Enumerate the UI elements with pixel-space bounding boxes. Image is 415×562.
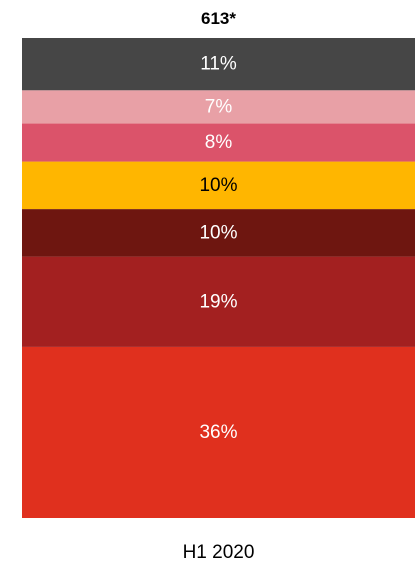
data-label-3: 10% (199, 175, 237, 196)
data-label-4: 8% (205, 132, 233, 153)
bar-segment-3 (22, 161, 415, 210)
data-label-0: 36% (199, 422, 237, 443)
bar-segment-1 (22, 256, 415, 347)
data-label-5: 7% (205, 96, 233, 117)
bar-segment-5 (22, 90, 415, 124)
data-label-2: 10% (199, 222, 237, 243)
bar-segment-0 (22, 346, 415, 518)
bar-total-label: 613* (201, 9, 236, 28)
data-label-1: 19% (199, 291, 237, 312)
bar-stack (22, 38, 415, 518)
bar-segment-4 (22, 123, 415, 162)
segment-labels: 36% 19% 10% 10% 8% 7% 11% (199, 54, 237, 443)
data-label-6: 11% (200, 54, 237, 75)
bar-segment-2 (22, 209, 415, 257)
bar-segment-6 (22, 38, 415, 91)
x-category-label: H1 2020 (183, 542, 255, 562)
